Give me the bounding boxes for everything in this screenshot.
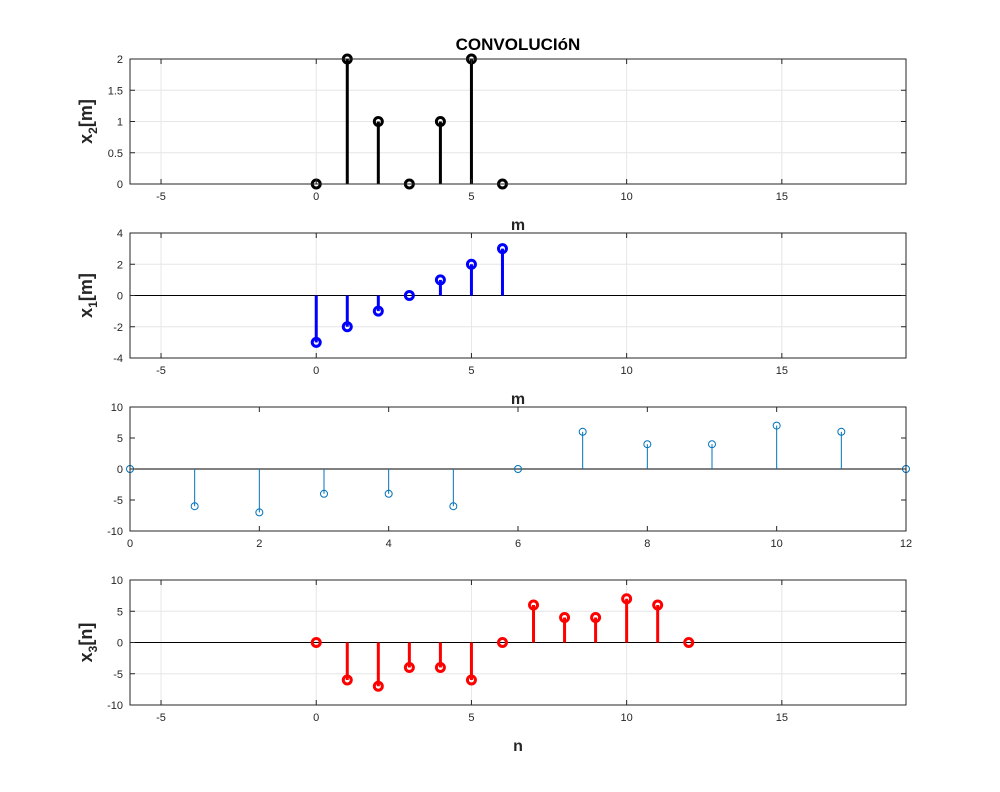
axes-4: -5 0 5 10 15 -10 -5 0 5 10 n x3[n] [76, 575, 907, 755]
y-tick-label: 0 [117, 291, 123, 303]
stem-marker [837, 427, 846, 436]
x-tick-label: 2 [256, 538, 262, 550]
y-tick-label: 10 [111, 575, 123, 587]
y-tick-label: -5 [113, 669, 123, 681]
y-tick-label: 5 [117, 606, 123, 618]
stem-marker [403, 290, 415, 301]
stem-marker [310, 637, 322, 648]
stem-marker [190, 502, 199, 511]
y-tick-label: 2 [117, 54, 123, 66]
y-tick-label: 1.5 [108, 85, 123, 97]
x-tick-label: 10 [771, 538, 783, 550]
x-tick-label: 15 [776, 365, 788, 377]
x-tick-label: 5 [468, 712, 474, 724]
stem-marker [496, 637, 508, 648]
stem-marker [372, 305, 384, 317]
y-tick-label: 2 [117, 259, 123, 271]
x-tick-label: 10 [621, 191, 633, 203]
stem-marker [772, 421, 781, 430]
x-tick-label: 15 [776, 191, 788, 203]
x-tick-label: 6 [515, 538, 521, 550]
x-tick-label: -5 [156, 191, 166, 203]
x-tick-label: 10 [621, 365, 633, 377]
stem-marker [465, 674, 477, 686]
y-tick-label: 0.5 [108, 148, 123, 160]
x-tick-label: 5 [468, 191, 474, 203]
stem-marker [434, 116, 446, 127]
x-tick-label: -5 [156, 712, 166, 724]
y-tick-label: 4 [117, 228, 123, 240]
stem-marker [643, 440, 652, 449]
y-axis-label: x1[m] [76, 273, 100, 318]
x-tick-label: 0 [313, 365, 319, 377]
axes-2: -5 0 5 10 15 -4 -2 0 2 4 m x1[m] [76, 228, 907, 408]
stem-marker [514, 465, 522, 473]
y-tick-label: -10 [107, 700, 123, 712]
y-axis-label: x3[n] [76, 623, 100, 663]
x-axis-label: n [513, 738, 523, 755]
x-tick-label: 0 [313, 712, 319, 724]
stem-marker [559, 612, 571, 623]
x-axis-label: m [511, 391, 525, 408]
stem-marker [320, 489, 328, 498]
x-tick-label: 12 [900, 538, 912, 550]
stem-marker [465, 258, 477, 270]
stem-marker [708, 440, 716, 449]
stem-marker [578, 427, 587, 436]
stem-marker [372, 116, 384, 127]
x-tick-label: 5 [468, 365, 474, 377]
x-tick-label: 0 [313, 191, 319, 203]
x-tick-label: 10 [621, 712, 633, 724]
stem-marker [403, 662, 415, 673]
x-tick-label: -5 [156, 365, 166, 377]
x-tick-label: 15 [776, 712, 788, 724]
x-axis-label: m [511, 217, 525, 234]
x-tick-label: 0 [127, 538, 133, 550]
x-tick-label: 8 [644, 538, 650, 550]
stem-marker [384, 489, 393, 498]
stem-marker [372, 680, 384, 692]
stem-marker [528, 599, 540, 611]
stem-marker [652, 599, 664, 611]
stem-marker [496, 243, 508, 255]
axes-3: 0 2 4 6 8 10 12 -10 -5 0 5 10 [107, 402, 912, 550]
stem-marker [590, 612, 602, 623]
y-tick-label: 0 [117, 638, 123, 650]
stem-marker [434, 662, 446, 673]
stem-marker [341, 674, 353, 686]
y-tick-label: 1 [117, 117, 123, 129]
y-tick-label: 0 [117, 464, 123, 476]
stem-marker [621, 593, 633, 605]
x-tick-label: 4 [386, 538, 392, 550]
y-tick-label: -10 [107, 526, 123, 538]
stem-marker [449, 502, 458, 511]
y-tick-label: -4 [113, 353, 123, 365]
stem-marker [434, 274, 446, 286]
y-tick-label: -2 [113, 322, 123, 334]
y-tick-label: -5 [113, 495, 123, 507]
stem-marker [255, 508, 264, 517]
stem-marker [341, 321, 353, 333]
chart-title: CONVOLUCIóN [456, 35, 581, 54]
stem-marker [310, 336, 322, 348]
y-tick-label: 5 [117, 433, 123, 445]
axes-1: -5 0 5 10 15 0 0.5 1 1.5 2 m x2[m] CONVOLUCIóN [76, 35, 907, 234]
stem-marker [683, 637, 695, 648]
y-axis-label: x2[m] [76, 99, 100, 144]
y-tick-label: 10 [111, 402, 123, 414]
y-tick-label: 0 [117, 179, 123, 191]
